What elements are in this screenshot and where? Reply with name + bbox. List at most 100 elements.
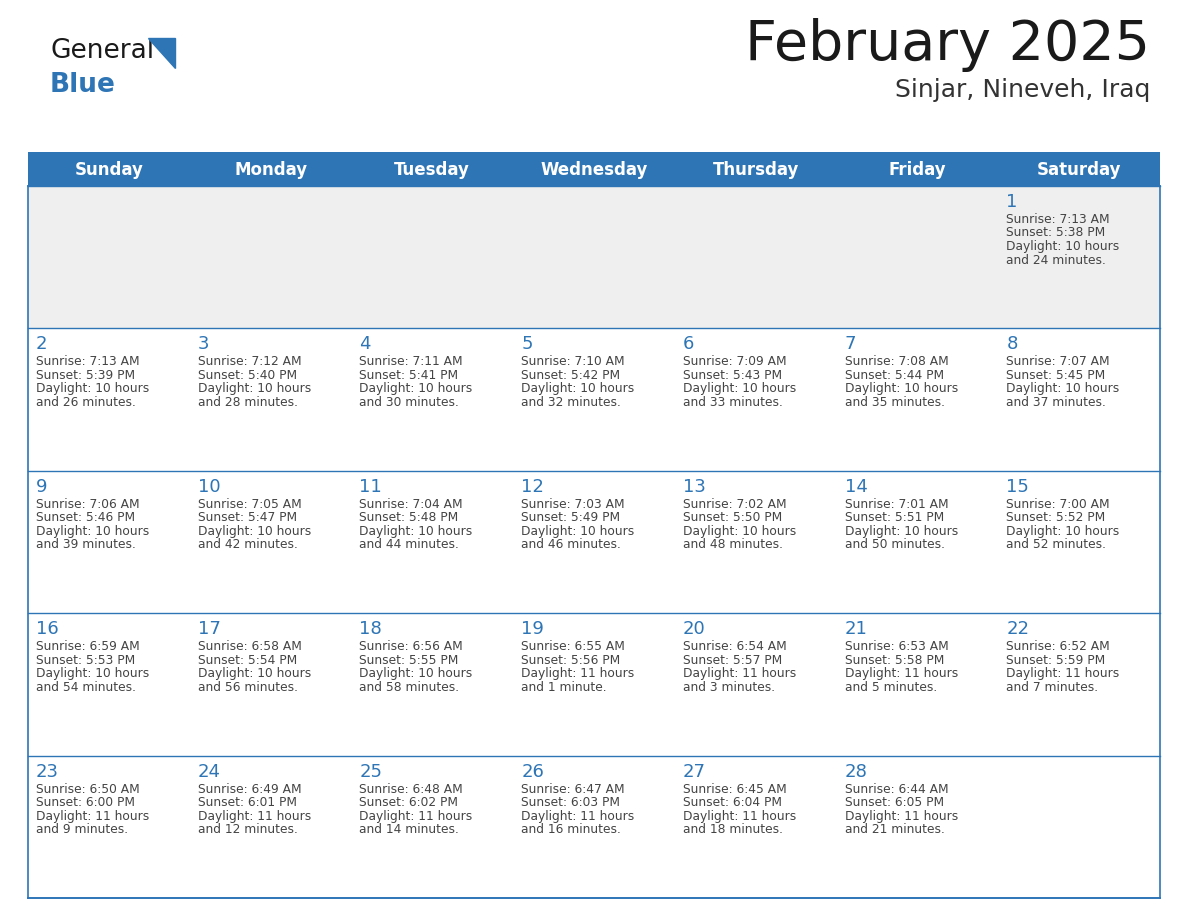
Text: Daylight: 10 hours: Daylight: 10 hours: [683, 383, 796, 396]
Text: and 37 minutes.: and 37 minutes.: [1006, 396, 1106, 409]
Text: Daylight: 11 hours: Daylight: 11 hours: [683, 667, 796, 680]
Text: Sunset: 6:05 PM: Sunset: 6:05 PM: [845, 796, 943, 809]
Text: Sunrise: 6:48 AM: Sunrise: 6:48 AM: [360, 783, 463, 796]
Text: Sunrise: 6:50 AM: Sunrise: 6:50 AM: [36, 783, 140, 796]
Text: and 16 minutes.: and 16 minutes.: [522, 823, 621, 836]
Text: Sunrise: 6:47 AM: Sunrise: 6:47 AM: [522, 783, 625, 796]
Text: Sunset: 6:03 PM: Sunset: 6:03 PM: [522, 796, 620, 809]
Text: and 21 minutes.: and 21 minutes.: [845, 823, 944, 836]
Text: Monday: Monday: [234, 161, 308, 179]
Text: 9: 9: [36, 477, 48, 496]
Text: Blue: Blue: [50, 72, 116, 98]
Text: Sunrise: 6:44 AM: Sunrise: 6:44 AM: [845, 783, 948, 796]
Text: and 35 minutes.: and 35 minutes.: [845, 396, 944, 409]
Text: and 46 minutes.: and 46 minutes.: [522, 538, 621, 552]
Text: Sunset: 6:04 PM: Sunset: 6:04 PM: [683, 796, 782, 809]
Bar: [29, 186, 1159, 329]
Text: and 24 minutes.: and 24 minutes.: [1006, 253, 1106, 266]
Text: Sunset: 5:39 PM: Sunset: 5:39 PM: [36, 369, 135, 382]
Text: Sunset: 5:41 PM: Sunset: 5:41 PM: [360, 369, 459, 382]
Text: Daylight: 10 hours: Daylight: 10 hours: [1006, 525, 1119, 538]
Text: Wednesday: Wednesday: [541, 161, 647, 179]
Text: Sunrise: 6:58 AM: Sunrise: 6:58 AM: [197, 640, 302, 654]
Text: 10: 10: [197, 477, 220, 496]
Text: Daylight: 11 hours: Daylight: 11 hours: [845, 810, 958, 823]
Text: Sunset: 5:42 PM: Sunset: 5:42 PM: [522, 369, 620, 382]
Text: and 44 minutes.: and 44 minutes.: [360, 538, 460, 552]
Text: and 32 minutes.: and 32 minutes.: [522, 396, 621, 409]
Text: Sunrise: 7:06 AM: Sunrise: 7:06 AM: [36, 498, 140, 510]
Text: Sunrise: 7:08 AM: Sunrise: 7:08 AM: [845, 355, 948, 368]
Text: Daylight: 10 hours: Daylight: 10 hours: [36, 383, 150, 396]
Text: 27: 27: [683, 763, 706, 780]
Text: Sunset: 6:01 PM: Sunset: 6:01 PM: [197, 796, 297, 809]
Text: and 39 minutes.: and 39 minutes.: [36, 538, 135, 552]
Bar: [29, 329, 1159, 471]
Bar: [29, 152, 1159, 186]
Text: Daylight: 10 hours: Daylight: 10 hours: [197, 383, 311, 396]
Text: 7: 7: [845, 335, 857, 353]
Text: Sunrise: 7:04 AM: Sunrise: 7:04 AM: [360, 498, 463, 510]
Text: Sunset: 5:49 PM: Sunset: 5:49 PM: [522, 511, 620, 524]
Text: Daylight: 10 hours: Daylight: 10 hours: [522, 525, 634, 538]
Text: 24: 24: [197, 763, 221, 780]
Text: Sunset: 5:38 PM: Sunset: 5:38 PM: [1006, 227, 1106, 240]
Text: 25: 25: [360, 763, 383, 780]
Text: Sunrise: 6:45 AM: Sunrise: 6:45 AM: [683, 783, 786, 796]
Text: Daylight: 10 hours: Daylight: 10 hours: [360, 525, 473, 538]
Text: Sunrise: 7:05 AM: Sunrise: 7:05 AM: [197, 498, 302, 510]
Text: Daylight: 11 hours: Daylight: 11 hours: [36, 810, 150, 823]
Text: 20: 20: [683, 621, 706, 638]
Text: 21: 21: [845, 621, 867, 638]
Text: 15: 15: [1006, 477, 1029, 496]
Bar: [29, 756, 1159, 898]
Text: Sunrise: 7:00 AM: Sunrise: 7:00 AM: [1006, 498, 1110, 510]
Text: Sunset: 5:58 PM: Sunset: 5:58 PM: [845, 654, 944, 666]
Text: and 42 minutes.: and 42 minutes.: [197, 538, 297, 552]
Text: Sunrise: 6:59 AM: Sunrise: 6:59 AM: [36, 640, 140, 654]
Text: Sunrise: 7:09 AM: Sunrise: 7:09 AM: [683, 355, 786, 368]
Text: Sunset: 5:55 PM: Sunset: 5:55 PM: [360, 654, 459, 666]
Bar: [29, 471, 1159, 613]
Text: Sunrise: 7:07 AM: Sunrise: 7:07 AM: [1006, 355, 1110, 368]
Text: Thursday: Thursday: [713, 161, 798, 179]
Text: and 26 minutes.: and 26 minutes.: [36, 396, 135, 409]
Text: 18: 18: [360, 621, 383, 638]
Text: 6: 6: [683, 335, 694, 353]
Text: Friday: Friday: [889, 161, 946, 179]
Text: Sunrise: 7:13 AM: Sunrise: 7:13 AM: [1006, 213, 1110, 226]
Text: 28: 28: [845, 763, 867, 780]
Text: Sunrise: 6:55 AM: Sunrise: 6:55 AM: [522, 640, 625, 654]
Text: Daylight: 10 hours: Daylight: 10 hours: [683, 525, 796, 538]
Text: Daylight: 10 hours: Daylight: 10 hours: [360, 667, 473, 680]
Text: and 5 minutes.: and 5 minutes.: [845, 681, 937, 694]
Text: Sunrise: 6:53 AM: Sunrise: 6:53 AM: [845, 640, 948, 654]
Text: Sunrise: 7:01 AM: Sunrise: 7:01 AM: [845, 498, 948, 510]
Text: Sunset: 5:50 PM: Sunset: 5:50 PM: [683, 511, 782, 524]
Text: and 33 minutes.: and 33 minutes.: [683, 396, 783, 409]
Bar: [29, 613, 1159, 756]
Text: 13: 13: [683, 477, 706, 496]
Text: and 52 minutes.: and 52 minutes.: [1006, 538, 1106, 552]
Text: Sunset: 5:51 PM: Sunset: 5:51 PM: [845, 511, 943, 524]
Text: Sunset: 5:48 PM: Sunset: 5:48 PM: [360, 511, 459, 524]
Text: Sunrise: 7:11 AM: Sunrise: 7:11 AM: [360, 355, 463, 368]
Text: Sunset: 5:47 PM: Sunset: 5:47 PM: [197, 511, 297, 524]
Text: Sunset: 5:59 PM: Sunset: 5:59 PM: [1006, 654, 1106, 666]
Text: 1: 1: [1006, 193, 1018, 211]
Text: Daylight: 10 hours: Daylight: 10 hours: [1006, 383, 1119, 396]
Text: 26: 26: [522, 763, 544, 780]
Text: Sunset: 5:46 PM: Sunset: 5:46 PM: [36, 511, 135, 524]
Text: Sunset: 5:57 PM: Sunset: 5:57 PM: [683, 654, 782, 666]
Text: and 54 minutes.: and 54 minutes.: [36, 681, 135, 694]
Text: Sunrise: 6:49 AM: Sunrise: 6:49 AM: [197, 783, 302, 796]
Text: Sunset: 5:45 PM: Sunset: 5:45 PM: [1006, 369, 1106, 382]
Text: Sunrise: 7:13 AM: Sunrise: 7:13 AM: [36, 355, 140, 368]
Text: and 18 minutes.: and 18 minutes.: [683, 823, 783, 836]
Text: and 12 minutes.: and 12 minutes.: [197, 823, 297, 836]
Text: and 48 minutes.: and 48 minutes.: [683, 538, 783, 552]
Text: and 1 minute.: and 1 minute.: [522, 681, 607, 694]
Text: Daylight: 11 hours: Daylight: 11 hours: [1006, 667, 1119, 680]
Text: Daylight: 10 hours: Daylight: 10 hours: [522, 383, 634, 396]
Text: Daylight: 11 hours: Daylight: 11 hours: [522, 667, 634, 680]
